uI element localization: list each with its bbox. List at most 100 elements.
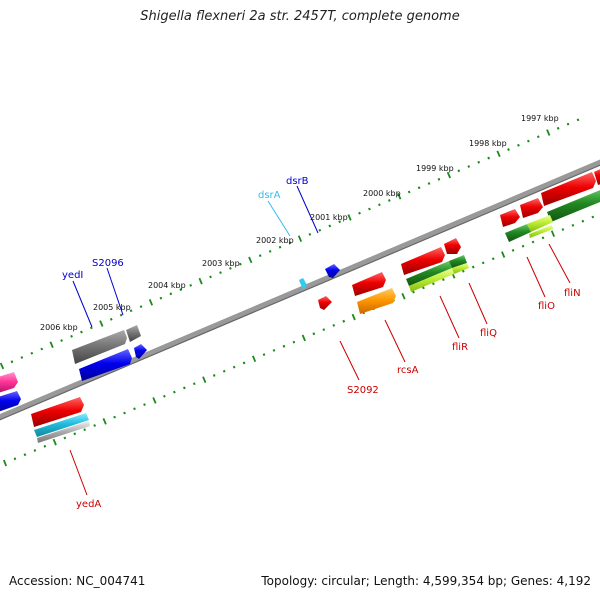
upper-track-dot: [139, 305, 143, 309]
upper-track-dot: [566, 122, 570, 126]
lower-track-dot: [133, 407, 136, 411]
gene-fliR[interactable]: [406, 261, 452, 286]
gene-red-right-4[interactable]: [594, 167, 600, 185]
lower-track-dot: [63, 436, 67, 440]
upper-track-dot: [487, 156, 491, 160]
label-dsrA[interactable]: dsrA: [258, 190, 281, 201]
upper-track-dot: [129, 309, 133, 313]
gene-red-cluster-2[interactable]: [401, 247, 445, 275]
gene-blue-a[interactable]: [79, 349, 132, 381]
gene-red-cluster-3[interactable]: [444, 238, 461, 254]
gene-labels: dsrA dsrB S2096 yedI S2092 rcsA fliR fli…: [62, 176, 581, 510]
label-fliR[interactable]: fliR: [452, 342, 468, 353]
lower-track-dot: [441, 278, 445, 281]
upper-track-tick: [99, 320, 104, 327]
upper-track-dot: [467, 165, 471, 168]
upper-track-dot: [427, 182, 431, 185]
kbp-label-1999: 1999 kbp: [416, 164, 454, 173]
lower-track-tick: [550, 230, 556, 237]
lower-track-dot: [272, 349, 276, 352]
upper-track-tick: [546, 129, 551, 136]
upper-track-tick: [297, 235, 303, 242]
lower-track-dot: [322, 328, 326, 331]
lower-track-dot: [581, 219, 585, 223]
upper-track-tick: [496, 150, 501, 158]
lower-track-dot: [292, 340, 296, 344]
label-fliO[interactable]: fliO: [538, 301, 555, 312]
gene-red-right-3[interactable]: [541, 172, 596, 206]
gene-fliN[interactable]: [547, 188, 600, 222]
lower-track-dot: [332, 323, 336, 327]
gene-pink-edge[interactable]: [0, 372, 18, 394]
upper-track-dot: [507, 148, 510, 151]
leader-fliR: [439, 295, 460, 339]
lower-track-dot: [192, 382, 196, 386]
gene-fliR-lime[interactable]: [409, 268, 454, 292]
upper-track-dot: [258, 254, 262, 258]
leader-fliO: [526, 256, 546, 298]
label-fliQ[interactable]: fliQ: [480, 328, 497, 339]
gene-fliO-lime[interactable]: [527, 215, 553, 232]
upper-track-dot: [417, 186, 421, 190]
leader-fliQ: [468, 282, 488, 325]
upper-track-dot: [517, 143, 520, 147]
upper-track-dot: [60, 339, 63, 342]
upper-track-dot: [70, 334, 73, 338]
gene-red-right-1[interactable]: [500, 209, 520, 227]
label-yedI[interactable]: yedI: [62, 270, 83, 281]
gene-dsrB[interactable]: [325, 264, 340, 278]
label-fliN[interactable]: fliN: [564, 288, 581, 299]
gene-yedI[interactable]: [72, 330, 127, 364]
lower-track-dot: [531, 240, 535, 244]
label-S2096[interactable]: S2096: [92, 258, 124, 269]
gene-S2096[interactable]: [126, 325, 141, 342]
gene-red-right-2[interactable]: [520, 198, 543, 218]
kbp-label-2003: 2003 kbp: [202, 259, 240, 268]
lower-track-dot: [511, 249, 515, 252]
lower-track-dot: [521, 244, 525, 248]
gene-red-cluster-1[interactable]: [352, 272, 386, 296]
lower-track-tick: [351, 313, 356, 321]
kbp-label-2002: 2002 kbp: [256, 236, 294, 245]
gene-blue-edge[interactable]: [0, 391, 21, 413]
gene-fliN-lime[interactable]: [529, 225, 553, 238]
label-dsrB[interactable]: dsrB: [286, 176, 309, 187]
lower-track-dot: [561, 228, 565, 231]
lower-track-dot: [232, 365, 236, 369]
gene-fliO[interactable]: [505, 224, 531, 242]
gene-fliQ[interactable]: [449, 255, 467, 268]
leader-yedA: [69, 449, 88, 496]
kbp-label-2005: 2005 kbp: [93, 303, 131, 312]
lower-track-dot: [172, 390, 176, 394]
gene-blue-b[interactable]: [134, 344, 147, 359]
gene-yedA-cyan[interactable]: [34, 413, 89, 437]
gene-dsrA[interactable]: [299, 278, 307, 290]
upper-track-dot: [189, 284, 193, 287]
lower-track-tick: [301, 334, 306, 342]
label-yedA[interactable]: yedA: [76, 499, 101, 510]
gene-yedA-silver[interactable]: [37, 421, 90, 443]
upper-track-dot: [159, 296, 163, 300]
upper-track-dot: [358, 211, 361, 215]
gene-S2092[interactable]: [318, 296, 332, 310]
upper-track-dot: [407, 190, 411, 194]
label-rcsA[interactable]: rcsA: [397, 365, 419, 376]
lower-track-tick: [52, 438, 57, 446]
upper-track-tick: [0, 362, 5, 370]
accession-text: Accession: NC_004741: [9, 574, 146, 588]
kbp-label-2000: 2000 kbp: [363, 189, 401, 198]
lower-track-dot: [113, 415, 116, 419]
gene-rcsA[interactable]: [357, 288, 396, 314]
kbp-label-2001: 2001 kbp: [310, 213, 348, 222]
lower-track-dot: [432, 282, 435, 286]
upper-track-dot: [268, 249, 272, 253]
genome-summary-text: Topology: circular; Length: 4,599,354 bp…: [261, 574, 591, 588]
lower-track-dot: [93, 424, 97, 427]
upper-track-dot: [556, 126, 560, 130]
label-S2092[interactable]: S2092: [347, 385, 379, 396]
upper-track-dot: [288, 241, 292, 245]
lower-track-dot: [471, 265, 475, 269]
gene-yedA[interactable]: [31, 397, 84, 427]
gene-fliQ-lime[interactable]: [452, 263, 469, 274]
